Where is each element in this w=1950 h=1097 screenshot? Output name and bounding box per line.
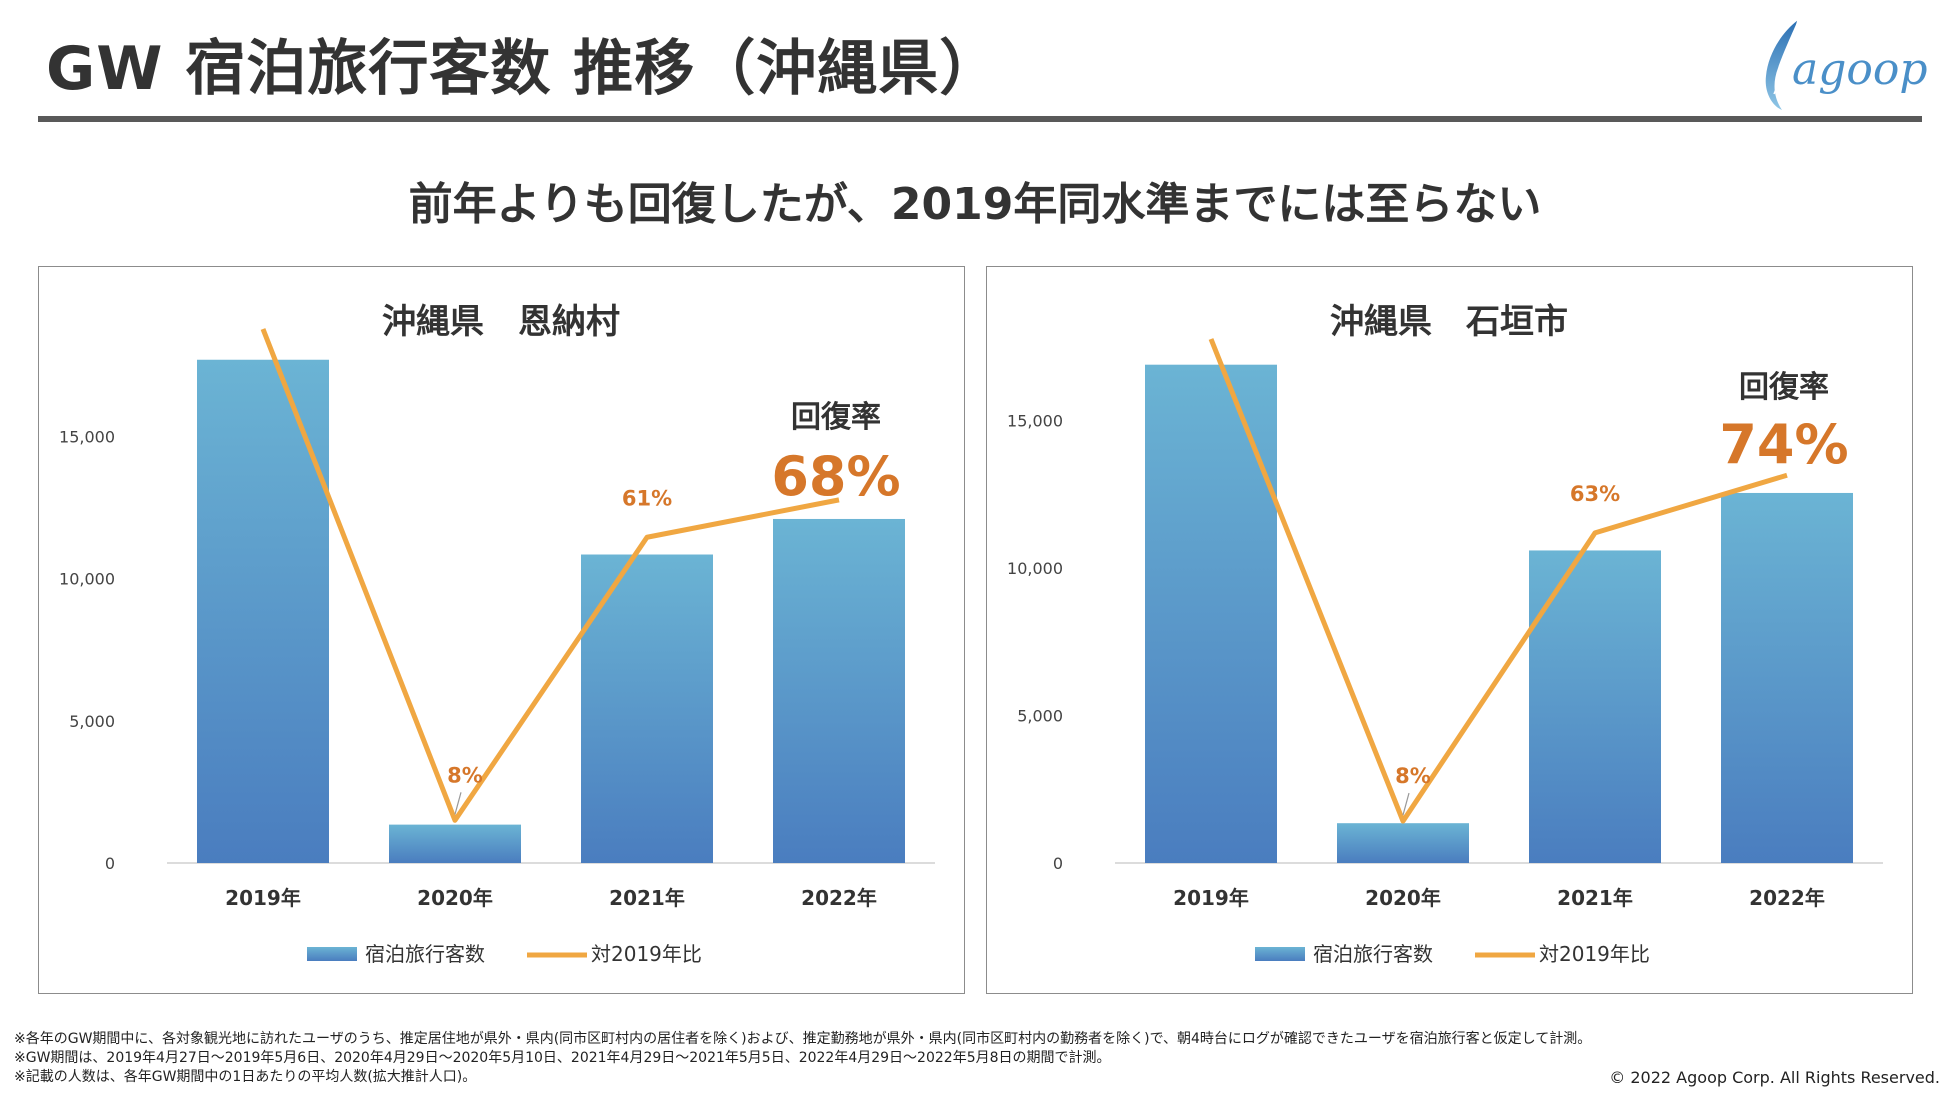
- x-tick-label: 2020年: [1365, 886, 1441, 910]
- y-tick-label: 15,000: [1007, 412, 1063, 431]
- page-title: GW 宿泊旅行客数 推移（沖縄県）: [46, 34, 1001, 104]
- agoop-logo: agoop: [1752, 14, 1928, 114]
- x-tick-label: 2022年: [801, 886, 877, 910]
- title-divider: [38, 116, 1922, 122]
- recovery-value: 68%: [771, 445, 900, 508]
- footnotes: ※各年のGW期間中に、各対象観光地に訪れたユーザのうち、推定居住地が県外・県内(…: [14, 1030, 1591, 1087]
- line-data-label: 8%: [1395, 764, 1431, 788]
- footnote: ※GW期間は、2019年4月27日～2019年5月6日、2020年4月29日～2…: [14, 1050, 1111, 1066]
- bar-2019年: [197, 359, 329, 863]
- line-data-label: 8%: [447, 763, 483, 787]
- legend-line-label: 対2019年比: [1539, 942, 1650, 966]
- legend-bar-label: 宿泊旅行客数: [365, 942, 485, 966]
- chart-panel-ishigaki: 沖縄県 石垣市 0 5,000 10,000 15,000 2019年 2020年 2021年…: [986, 266, 1913, 994]
- x-tick-label: 2019年: [1173, 886, 1249, 910]
- chart-title: 沖縄県 石垣市: [1330, 302, 1568, 342]
- y-tick-label: 10,000: [59, 570, 115, 589]
- y-tick-label: 15,000: [59, 428, 115, 447]
- y-tick-label: 5,000: [1017, 707, 1063, 726]
- headline: 前年よりも回復したが、2019年同水準までには至らない: [408, 179, 1542, 230]
- y-tick-label: 0: [1053, 854, 1063, 873]
- bar-2022年: [1721, 492, 1853, 863]
- chart-onna: 沖縄県 恩納村 0 5,000 10,000 15,000 2019年 2020年 2021年…: [59, 302, 935, 966]
- bar-2020年: [389, 824, 521, 863]
- legend-bar-swatch: [307, 947, 357, 961]
- recovery-label: 回復率: [791, 400, 881, 435]
- x-tick-label: 2020年: [417, 886, 493, 910]
- x-tick-label: 2021年: [609, 886, 685, 910]
- ratio-line: [260, 328, 840, 823]
- y-tick-label: 10,000: [1007, 559, 1063, 578]
- x-tick-label: 2022年: [1749, 886, 1825, 910]
- legend-bar-swatch: [1255, 947, 1305, 961]
- bar-2020年: [1337, 823, 1469, 863]
- label-leader: [454, 792, 462, 815]
- chart-ishigaki: 沖縄県 石垣市 0 5,000 10,000 15,000 2019年 2020年 2021年…: [1007, 302, 1883, 966]
- chart-panel-onna: 沖縄県 恩納村 0 5,000 10,000 15,000 2019年 2020年 2021年…: [38, 266, 965, 994]
- footnote: ※各年のGW期間中に、各対象観光地に訪れたユーザのうち、推定居住地が県外・県内(…: [14, 1031, 1592, 1047]
- footnote: ※記載の人数は、各年GW期間中の1日あたりの平均人数(拡大推計人口)。: [14, 1069, 477, 1085]
- legend-bar-label: 宿泊旅行客数: [1313, 942, 1433, 966]
- copyright: © 2022 Agoop Corp. All Rights Reserved.: [1609, 1068, 1940, 1087]
- line-data-label: 63%: [1570, 482, 1620, 506]
- bar-2022年: [773, 518, 905, 863]
- ratio-line: [1208, 338, 1788, 824]
- x-tick-label: 2021年: [1557, 886, 1633, 910]
- recovery-value: 74%: [1719, 413, 1848, 476]
- legend-line-label: 対2019年比: [591, 942, 702, 966]
- y-tick-label: 0: [105, 854, 115, 873]
- label-leader: [1402, 792, 1410, 816]
- chart-title: 沖縄県 恩納村: [382, 302, 620, 342]
- bar-2021年: [581, 554, 713, 863]
- bar-2021年: [1529, 550, 1661, 863]
- logo-text: agoop: [1792, 44, 1928, 95]
- quill-logo-icon: [1765, 19, 1799, 110]
- bar-2019年: [1145, 364, 1277, 863]
- recovery-label: 回復率: [1739, 370, 1829, 405]
- line-data-label: 61%: [622, 486, 672, 510]
- x-tick-label: 2019年: [225, 886, 301, 910]
- y-tick-label: 5,000: [69, 712, 115, 731]
